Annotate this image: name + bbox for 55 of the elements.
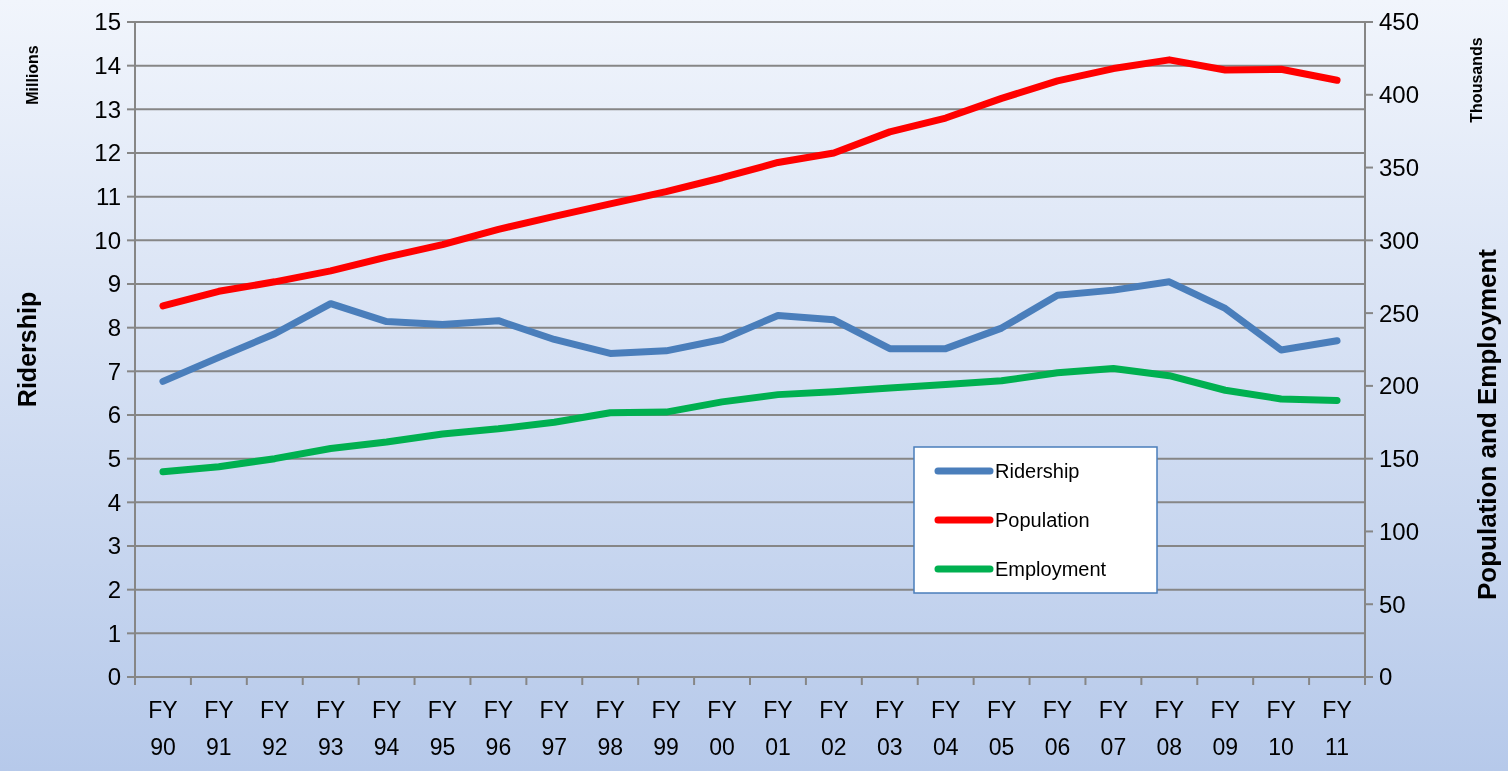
y2-tick-label: 200 (1379, 372, 1420, 400)
x-tick-label: FY 91 (204, 697, 234, 760)
x-tick-label: FY 99 (651, 697, 681, 760)
y2-axis-title: Population and Employment (1472, 248, 1502, 601)
x-tick-label: FY 07 (1098, 697, 1129, 760)
y-tick-label: 1 (107, 619, 121, 647)
x-tick-label: FY 06 (1042, 697, 1073, 760)
x-tick-label: FY 97 (539, 697, 570, 760)
legend-label: Employment (995, 558, 1107, 580)
y-tick-label: 2 (107, 576, 121, 604)
y2-tick-label: 450 (1379, 8, 1420, 36)
y-tick-label: 3 (107, 532, 121, 560)
y-tick-label: 15 (94, 8, 121, 36)
x-tick-label: FY 05 (986, 697, 1017, 760)
x-tick-label: FY 04 (930, 697, 961, 760)
y-tick-label: 8 (107, 314, 121, 342)
x-tick-label: FY 92 (260, 697, 290, 760)
x-tick-label: FY 09 (1210, 697, 1240, 760)
text: Thousands (1468, 37, 1485, 123)
x-tick-label: FY 90 (148, 697, 178, 760)
y2-tick-label: 300 (1379, 226, 1420, 254)
y-tick-label: 14 (94, 52, 121, 80)
y-tick-label: 11 (96, 183, 121, 211)
y2-tick-label: 400 (1379, 81, 1420, 109)
x-tick-label: FY 10 (1266, 697, 1296, 760)
y-tick-label: 7 (107, 357, 121, 385)
y-tick-label: 4 (107, 488, 121, 516)
y-tick-label: 0 (107, 663, 121, 691)
x-tick-label: FY 98 (595, 697, 625, 760)
y-tick-label: 5 (107, 445, 121, 473)
x-tick-label: FY 11 (1322, 697, 1352, 760)
legend-label: Population (995, 509, 1090, 531)
y-axis-title: Ridership (13, 291, 41, 408)
y-tick-label: 13 (94, 95, 121, 123)
y-tick-label: 10 (94, 226, 121, 254)
y-tick-label: 12 (94, 139, 121, 167)
text: Millions (24, 45, 41, 105)
y2-tick-label: 100 (1379, 517, 1420, 545)
x-tick-label: FY 93 (315, 697, 346, 760)
y2-tick-label: 50 (1379, 590, 1406, 618)
y2-tick-label: 0 (1379, 663, 1393, 691)
x-tick-label: FY 94 (371, 697, 402, 760)
legend-label: Ridership (995, 460, 1080, 482)
x-tick-label: FY 02 (819, 697, 849, 760)
x-tick-label: FY 95 (427, 697, 458, 760)
y2-tick-label: 250 (1379, 299, 1420, 327)
y-tick-label: 6 (107, 401, 121, 429)
y2-tick-label: 150 (1379, 445, 1420, 473)
x-tick-label: FY 08 (1154, 697, 1185, 760)
x-tick-label: FY 00 (707, 697, 737, 760)
x-tick-label: FY 03 (875, 697, 905, 760)
x-tick-label: FY 01 (763, 697, 793, 760)
y2-tick-label: 350 (1379, 153, 1420, 181)
y-tick-label: 9 (107, 270, 121, 298)
x-tick-label: FY 96 (483, 697, 514, 760)
